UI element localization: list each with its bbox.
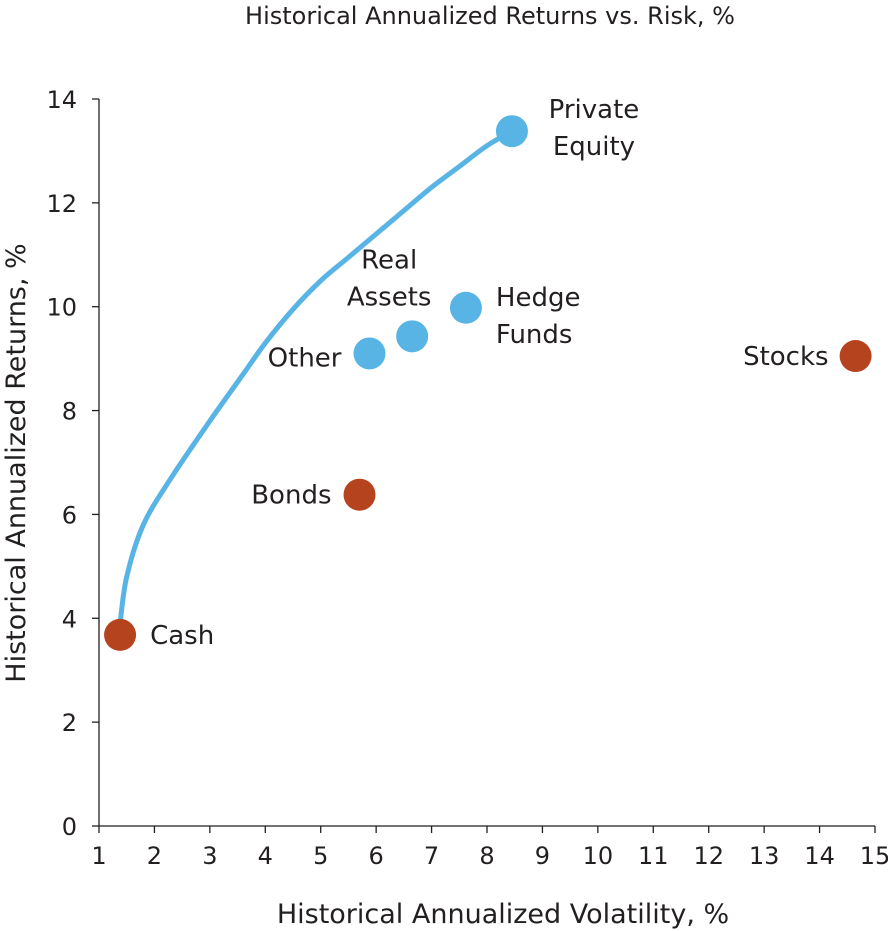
data-points: Cash Bonds Stocks Other Real Assets Hedge Funds… — [104, 95, 872, 651]
point-label-real-assets: Real Assets — [347, 245, 432, 312]
x-tick-label: 7 — [424, 842, 439, 870]
point-label-stocks: Stocks — [743, 342, 829, 372]
y-tick-label: 10 — [46, 294, 77, 322]
point-real-assets — [396, 320, 429, 353]
x-tick-label: 14 — [804, 842, 835, 870]
efficient-frontier-line — [117, 128, 515, 626]
x-tick-label: 5 — [313, 842, 328, 870]
point-private-equity — [495, 115, 528, 148]
point-stocks — [839, 340, 872, 373]
x-tick-label: 9 — [535, 842, 550, 870]
y-axis-label: Historical Annualized Returns, % — [1, 243, 32, 682]
x-tick-label: 12 — [693, 842, 724, 870]
point-hedge-funds — [449, 291, 482, 324]
y-tick-label: 4 — [62, 605, 77, 633]
x-axis-label: Historical Annualized Volatility, % — [277, 899, 729, 930]
point-cash — [104, 618, 137, 651]
y-tick-label: 6 — [62, 501, 77, 529]
point-bonds — [343, 478, 376, 511]
chart-title: Historical Annualized Returns vs. Risk, … — [245, 2, 735, 30]
x-tick-label: 1 — [91, 842, 106, 870]
x-tick-label: 15 — [860, 842, 888, 870]
point-label-private-equity: Private Equity — [549, 95, 640, 162]
x-tick-label: 2 — [147, 842, 162, 870]
x-tick-label: 8 — [479, 842, 494, 870]
x-tick-label: 10 — [583, 842, 614, 870]
point-label-hedge-funds: Hedge Funds — [496, 283, 581, 350]
y-tick-label: 2 — [62, 709, 77, 737]
x-tick-label: 13 — [749, 842, 780, 870]
y-tick-label: 12 — [46, 190, 77, 218]
y-tick-label: 8 — [62, 398, 77, 426]
x-tick-label: 6 — [369, 842, 384, 870]
point-other — [353, 337, 386, 370]
point-label-bonds: Bonds — [251, 481, 331, 511]
x-tick-label: 11 — [638, 842, 669, 870]
x-tick-label: 4 — [258, 842, 273, 870]
x-tick-label: 3 — [202, 842, 217, 870]
point-label-other: Other — [268, 343, 342, 373]
y-tick-label: 14 — [46, 86, 77, 114]
y-tick-label: 0 — [62, 813, 77, 841]
point-label-cash: Cash — [150, 621, 214, 651]
